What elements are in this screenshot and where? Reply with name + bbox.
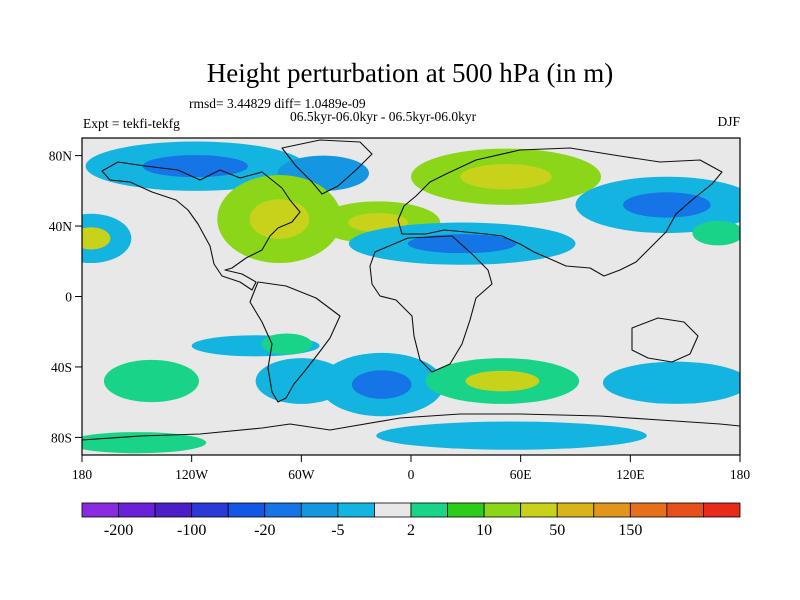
- anomaly-core-15: [465, 370, 540, 392]
- x-tick-label: 0: [408, 467, 415, 482]
- colorbar-swatch: [227, 502, 266, 518]
- x-tick-label: 60W: [288, 467, 315, 482]
- contour-fills: [82, 141, 740, 454]
- colorbar-swatch: [556, 502, 595, 518]
- colorbar-swatch: [593, 502, 631, 518]
- x-tick-label: 180: [730, 467, 751, 482]
- coastline-australia: [631, 317, 699, 363]
- anomaly-region-11: [261, 333, 313, 355]
- anomaly-core-6: [460, 164, 552, 190]
- anomaly-core-4: [249, 199, 310, 239]
- y-tick-label: 80S: [51, 430, 72, 445]
- anomaly-region-13: [103, 359, 199, 403]
- colorbar-label: 10: [476, 522, 492, 539]
- x-tick-label: 180: [72, 467, 93, 482]
- colorbar-swatch: [191, 502, 229, 518]
- coastline-eurasia: [397, 147, 723, 277]
- colorbar-label: -20: [254, 522, 275, 539]
- map-panel: 180 120W 60W 0 60E 120E 180 80N 40N 0 40S 80S: [49, 137, 751, 482]
- anomaly-region-16: [602, 361, 740, 404]
- y-tick-label: 40S: [51, 360, 72, 375]
- y-tick-label: 40N: [49, 219, 73, 234]
- colorbar-label: -5: [331, 522, 344, 539]
- coastline-south-america: [249, 281, 341, 403]
- x-tick-label: 60E: [510, 467, 532, 482]
- colorbar-swatch: [703, 502, 741, 518]
- colorbar-label: 2: [407, 522, 415, 539]
- colorbar-swatch: [410, 502, 448, 518]
- anomaly-region-17: [376, 421, 647, 450]
- colorbar-swatch: [520, 502, 558, 518]
- colorbar-label: 50: [549, 522, 565, 539]
- coastline-greenland: [281, 139, 373, 195]
- colorbar-label: -100: [177, 522, 206, 539]
- coastline-africa: [369, 235, 493, 373]
- colorbar-swatch: [483, 502, 522, 518]
- coastline-outlines: [82, 139, 740, 441]
- anomaly-core-14: [351, 370, 412, 399]
- anomaly-core-1: [82, 227, 111, 250]
- coastline-antarctica: [82, 413, 740, 441]
- colorbar: -200 -100 -20 -5 2 10 50 150: [81, 502, 741, 539]
- x-tick-label: 120W: [175, 467, 208, 482]
- anomaly-core-2: [142, 155, 248, 178]
- x-tick-label: 120E: [616, 467, 645, 482]
- y-tick-label: 80N: [49, 149, 73, 164]
- colorbar-label: 150: [618, 522, 642, 539]
- comparison-line: 06.5kyr-06.0kyr - 06.5kyr-06.0kyr: [290, 109, 477, 124]
- y-tick-label: 0: [65, 290, 72, 305]
- colorbar-swatch: [374, 502, 412, 518]
- colorbar-swatch: [154, 502, 193, 518]
- colorbar-swatch: [447, 502, 485, 518]
- chart-title: Height perturbation at 500 hPa (in m): [207, 58, 613, 88]
- colorbar-swatch: [666, 502, 704, 518]
- colorbar-swatch: [118, 502, 156, 518]
- colorbar-swatch: [629, 502, 668, 518]
- season-label: DJF: [717, 114, 740, 129]
- anomaly-region-18: [82, 432, 207, 454]
- x-axis: 180 120W 60W 0 60E 120E 180: [72, 455, 751, 482]
- experiment-label: Expt = tekfi-tekfg: [83, 116, 180, 131]
- anomaly-core-8: [623, 192, 711, 218]
- stats-line: rmsd= 3.44829 diff= 1.0489e-09: [189, 96, 366, 111]
- anomaly-core-7: [407, 234, 517, 254]
- anomaly-region-9: [692, 220, 740, 246]
- colorbar-swatch: [81, 502, 119, 518]
- colorbar-label: -200: [104, 522, 133, 539]
- colorbar-swatch: [300, 502, 339, 518]
- coastline-north-america: [101, 161, 301, 291]
- colorbar-swatch: [337, 502, 375, 518]
- colorbar-swatch: [264, 502, 302, 518]
- y-axis: 80N 40N 0 40S 80S: [49, 149, 82, 445]
